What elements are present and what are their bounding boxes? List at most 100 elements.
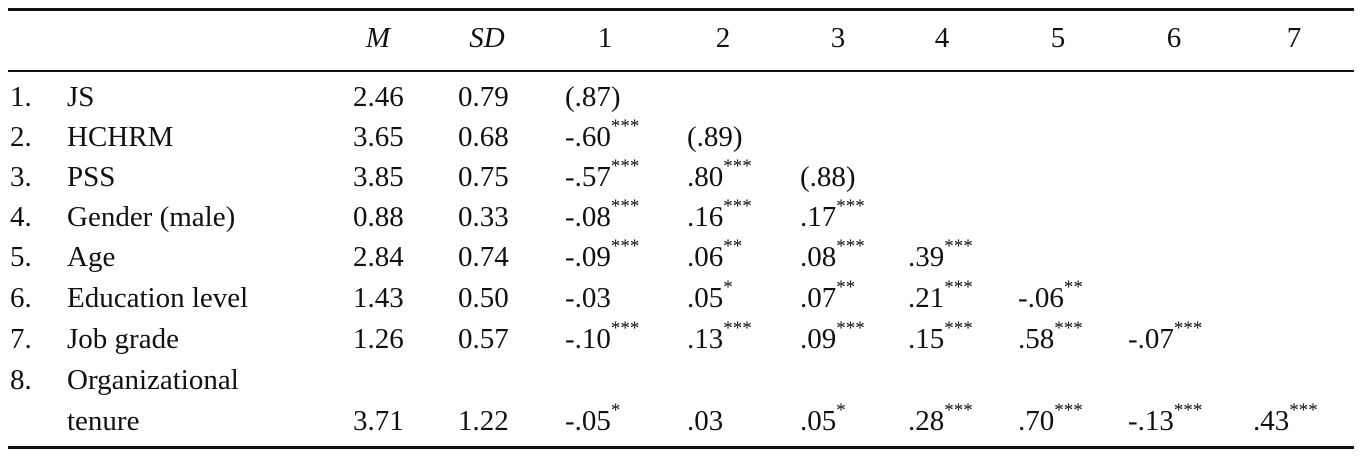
sd-value: 0.75 <box>458 161 509 193</box>
significance-marker: *** <box>1054 318 1083 340</box>
correlation-value: (.87) <box>565 81 621 113</box>
correlation-value: .13 <box>687 323 724 355</box>
row-label: Job grade <box>67 323 179 355</box>
correlation-cell: -.08*** <box>565 197 639 234</box>
significance-marker: *** <box>723 318 752 340</box>
column-header: M <box>365 22 391 54</box>
row-label: Gender (male) <box>67 201 236 233</box>
significance-marker: *** <box>836 236 865 258</box>
correlation-cell: -.03 <box>565 281 611 315</box>
significance-marker: *** <box>723 196 752 218</box>
correlation-cell: -.07*** <box>1128 319 1202 356</box>
mean-value: 3.65 <box>353 121 404 153</box>
row-number: 7. <box>10 323 32 355</box>
mean-value: 3.71 <box>353 405 404 437</box>
correlation-cell: (.88) <box>800 160 856 194</box>
row-label: JS <box>67 81 95 113</box>
mean-value: 2.84 <box>353 241 404 273</box>
correlation-value: .08 <box>800 241 837 273</box>
correlation-cell: .09*** <box>800 319 865 356</box>
correlation-cell: .07** <box>800 278 855 315</box>
correlation-value: -.13 <box>1128 405 1174 437</box>
correlation-value: (.88) <box>800 161 856 193</box>
column-header: 7 <box>1286 22 1302 54</box>
correlation-cell: .13*** <box>687 319 752 356</box>
column-header: 1 <box>597 22 613 54</box>
correlation-value: .06 <box>687 241 724 273</box>
significance-marker: *** <box>944 236 973 258</box>
mean-value: 0.88 <box>353 201 404 233</box>
correlation-cell: .16*** <box>687 197 752 234</box>
sd-value: 0.68 <box>458 121 509 153</box>
column-header: 5 <box>1050 22 1066 54</box>
correlation-cell: -.10*** <box>565 319 639 356</box>
column-header: 3 <box>830 22 846 54</box>
significance-marker: * <box>610 400 621 422</box>
row-label: Education level <box>67 282 249 314</box>
significance-marker: *** <box>1173 318 1203 340</box>
correlation-value: -.07 <box>1128 323 1174 355</box>
correlation-cell: .21*** <box>908 278 973 315</box>
significance-marker: *** <box>944 400 973 422</box>
correlation-value: -.05 <box>565 405 611 437</box>
significance-marker: *** <box>610 318 640 340</box>
correlation-cell: -.57*** <box>565 157 639 194</box>
column-header: SD <box>469 22 505 54</box>
correlation-value: .80 <box>687 161 724 193</box>
correlation-cell: (.89) <box>687 120 743 154</box>
correlation-value: .58 <box>1018 323 1055 355</box>
correlation-value: -.06 <box>1018 282 1064 314</box>
significance-marker: *** <box>1054 400 1083 422</box>
correlation-value: .09 <box>800 323 837 355</box>
significance-marker: ** <box>1063 277 1083 299</box>
row-label: Age <box>67 241 116 273</box>
correlation-cell: .15*** <box>908 319 973 356</box>
correlation-value: .07 <box>800 282 837 314</box>
significance-marker: ** <box>723 236 743 258</box>
correlation-value: -.03 <box>565 282 611 314</box>
significance-marker: *** <box>944 277 973 299</box>
correlation-value: .03 <box>687 405 724 437</box>
significance-marker: *** <box>1289 400 1318 422</box>
correlation-cell: (.87) <box>565 80 621 114</box>
significance-marker: *** <box>1173 400 1203 422</box>
row-number: 6. <box>10 282 32 314</box>
correlation-cell: .17*** <box>800 197 865 234</box>
correlation-value: .43 <box>1253 405 1290 437</box>
significance-marker: *** <box>836 318 865 340</box>
significance-marker: *** <box>610 196 640 218</box>
correlation-cell: -.06** <box>1018 278 1083 315</box>
table-top-rule <box>8 8 1354 11</box>
sd-value: 0.50 <box>458 282 509 314</box>
row-label: tenure <box>67 405 140 437</box>
significance-marker: *** <box>944 318 973 340</box>
row-number: 3. <box>10 161 32 193</box>
correlation-cell: .39*** <box>908 237 973 274</box>
correlation-cell: .08*** <box>800 237 865 274</box>
table-bottom-rule <box>8 446 1354 449</box>
correlation-value: -.09 <box>565 241 611 273</box>
correlation-value: .15 <box>908 323 945 355</box>
correlation-value: -.57 <box>565 161 611 193</box>
mean-value: 3.85 <box>353 161 404 193</box>
significance-marker: * <box>836 400 846 422</box>
row-number: 8. <box>10 364 32 396</box>
sd-value: 0.33 <box>458 201 509 233</box>
correlation-value: .28 <box>908 405 945 437</box>
correlation-cell: .28*** <box>908 401 973 438</box>
correlation-cell: -.09*** <box>565 237 639 274</box>
significance-marker: *** <box>723 156 752 178</box>
correlation-cell: -.05* <box>565 401 620 438</box>
correlation-cell: .06** <box>687 237 742 274</box>
correlation-cell: .70*** <box>1018 401 1083 438</box>
correlation-cell: .03 <box>687 404 723 438</box>
row-label: HCHRM <box>67 121 174 153</box>
correlation-cell: .58*** <box>1018 319 1083 356</box>
row-label: Organizational <box>67 364 239 396</box>
correlation-value: .05 <box>800 405 837 437</box>
correlation-value: .05 <box>687 282 724 314</box>
significance-marker: *** <box>610 116 640 138</box>
correlation-value: -.60 <box>565 121 611 153</box>
sd-value: 0.57 <box>458 323 509 355</box>
mean-value: 2.46 <box>353 81 404 113</box>
